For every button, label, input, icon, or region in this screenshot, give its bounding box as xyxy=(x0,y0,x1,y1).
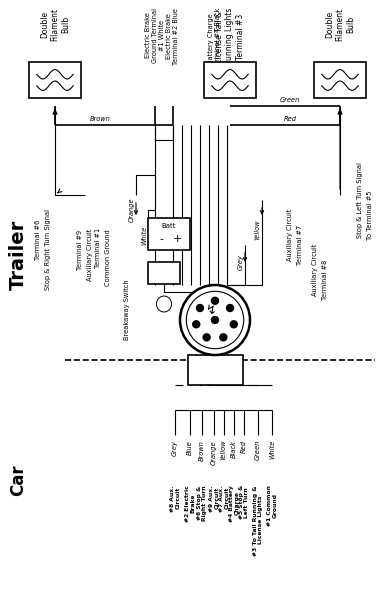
Text: Green: Green xyxy=(255,440,261,461)
Text: Common Ground: Common Ground xyxy=(105,229,111,287)
Text: Black: Black xyxy=(231,440,237,458)
Text: Terminal #1: Terminal #1 xyxy=(95,228,101,268)
Text: Blue: Blue xyxy=(187,440,193,455)
Text: Auxiliary Circuit: Auxiliary Circuit xyxy=(312,244,318,296)
Bar xyxy=(314,62,366,98)
Text: Double
Filament
Bulb: Double Filament Bulb xyxy=(325,8,355,41)
Circle shape xyxy=(186,291,244,349)
Text: Brown: Brown xyxy=(199,440,205,461)
Text: Brown: Brown xyxy=(89,116,111,122)
Circle shape xyxy=(193,321,200,327)
Text: Terminal #7: Terminal #7 xyxy=(297,225,303,265)
Text: Red: Red xyxy=(241,440,247,453)
Text: Car: Car xyxy=(9,464,27,496)
Text: ↯: ↯ xyxy=(205,303,215,317)
Text: +: + xyxy=(172,234,181,244)
Text: #8 Aux.
Circuit: #8 Aux. Circuit xyxy=(170,485,180,512)
Text: License Tail &
Running Lights
Terminal #3: License Tail & Running Lights Terminal #… xyxy=(215,8,245,66)
Text: -: - xyxy=(159,234,163,244)
Text: Yellow: Yellow xyxy=(255,220,261,240)
Text: #9 Aux.
Circuit: #9 Aux. Circuit xyxy=(209,485,220,512)
Text: To Terminal #5: To Terminal #5 xyxy=(367,190,373,240)
Circle shape xyxy=(227,305,234,311)
Text: Electric Brake
Terminal #2 Blue: Electric Brake Terminal #2 Blue xyxy=(167,8,180,65)
Circle shape xyxy=(230,321,237,327)
Text: Auxiliary Circuit: Auxiliary Circuit xyxy=(287,209,293,261)
Text: Batt: Batt xyxy=(162,223,176,229)
Bar xyxy=(148,218,190,250)
Bar xyxy=(188,355,243,385)
Text: Double
Filament
Bulb: Double Filament Bulb xyxy=(40,8,70,41)
Text: #3 To Tail Running &
License Lights: #3 To Tail Running & License Lights xyxy=(252,485,263,556)
Text: #6 Stop &
Right Turn: #6 Stop & Right Turn xyxy=(197,485,207,521)
Text: Breakaway Switch: Breakaway Switch xyxy=(124,280,130,340)
Bar xyxy=(148,262,180,284)
Text: #7 Aux.
Circuit: #7 Aux. Circuit xyxy=(219,485,229,512)
Text: Terminal #9: Terminal #9 xyxy=(77,230,83,270)
Text: Grey: Grey xyxy=(238,254,244,270)
Text: White: White xyxy=(269,440,275,459)
Text: Electric Brake
Ground Terminal
#1 White: Electric Brake Ground Terminal #1 White xyxy=(145,8,165,63)
Text: Terminal #6: Terminal #6 xyxy=(35,220,41,260)
Text: Green: Green xyxy=(280,97,300,103)
Text: White: White xyxy=(141,225,147,244)
Text: Terminal #8: Terminal #8 xyxy=(322,260,328,300)
Text: Yellow: Yellow xyxy=(221,440,227,461)
Text: Orange: Orange xyxy=(211,440,217,465)
Circle shape xyxy=(203,334,210,341)
Text: #4 Battery
Charge: #4 Battery Charge xyxy=(229,485,240,522)
Circle shape xyxy=(212,297,218,304)
Text: Grey: Grey xyxy=(172,440,178,456)
Text: Auxiliary Circuit: Auxiliary Circuit xyxy=(87,229,93,281)
Bar xyxy=(204,62,256,98)
Circle shape xyxy=(212,317,218,323)
Circle shape xyxy=(180,285,250,355)
Text: #1 Common
Ground: #1 Common Ground xyxy=(267,485,278,526)
Text: Battery Charge
Terminal #4 Black: Battery Charge Terminal #4 Black xyxy=(209,8,221,69)
Text: Trailer: Trailer xyxy=(9,220,27,290)
Circle shape xyxy=(220,334,227,341)
Text: Stop & Left Turn Signal: Stop & Left Turn Signal xyxy=(357,162,363,238)
Bar xyxy=(29,62,81,98)
Circle shape xyxy=(196,305,203,311)
Text: #2 Electric
Brake: #2 Electric Brake xyxy=(185,485,195,521)
Text: Red: Red xyxy=(283,116,296,122)
Text: Stop & Right Turn Signal: Stop & Right Turn Signal xyxy=(45,209,51,291)
Text: #5 Stop &
Left Turn: #5 Stop & Left Turn xyxy=(239,485,249,520)
Text: Orange: Orange xyxy=(129,197,135,222)
